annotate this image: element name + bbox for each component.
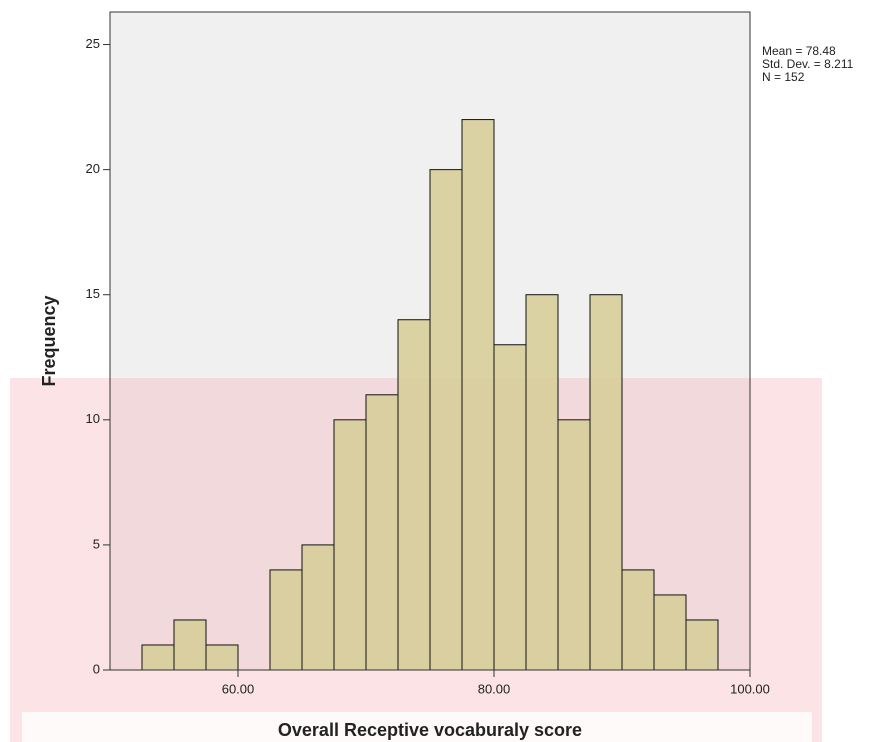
bar (686, 620, 718, 670)
bar (398, 320, 430, 670)
x-tick-label: 100.00 (730, 681, 770, 696)
bar (590, 295, 622, 670)
x-axis-label: Overall Receptive vocaburaly score (278, 720, 582, 740)
annotation: Mean = 78.48 (762, 44, 836, 58)
bar (558, 420, 590, 670)
y-tick-label: 20 (86, 161, 100, 176)
y-tick-label: 10 (86, 411, 100, 426)
y-tick-label: 5 (93, 536, 100, 551)
annotation: N = 152 (762, 70, 805, 84)
bar (366, 395, 398, 670)
bar (334, 420, 366, 670)
bar (494, 345, 526, 670)
bar (302, 545, 334, 670)
bar (206, 645, 238, 670)
bar (174, 620, 206, 670)
y-tick-label: 15 (86, 286, 100, 301)
bar (270, 570, 302, 670)
bar (654, 595, 686, 670)
bar (462, 120, 494, 670)
y-axis-label: Frequency (39, 295, 59, 386)
annotation: Std. Dev. = 8.211 (762, 57, 854, 71)
y-tick-label: 0 (93, 661, 100, 676)
x-tick-label: 60.00 (222, 681, 255, 696)
bar (526, 295, 558, 670)
chart: Mean = 78.48 Std. Dev. = 8.211 N = 152 O… (0, 0, 893, 742)
x-tick-label: 80.00 (478, 681, 511, 696)
bar (430, 170, 462, 670)
y-tick-label: 25 (86, 36, 100, 51)
bar (142, 645, 174, 670)
bar (622, 570, 654, 670)
